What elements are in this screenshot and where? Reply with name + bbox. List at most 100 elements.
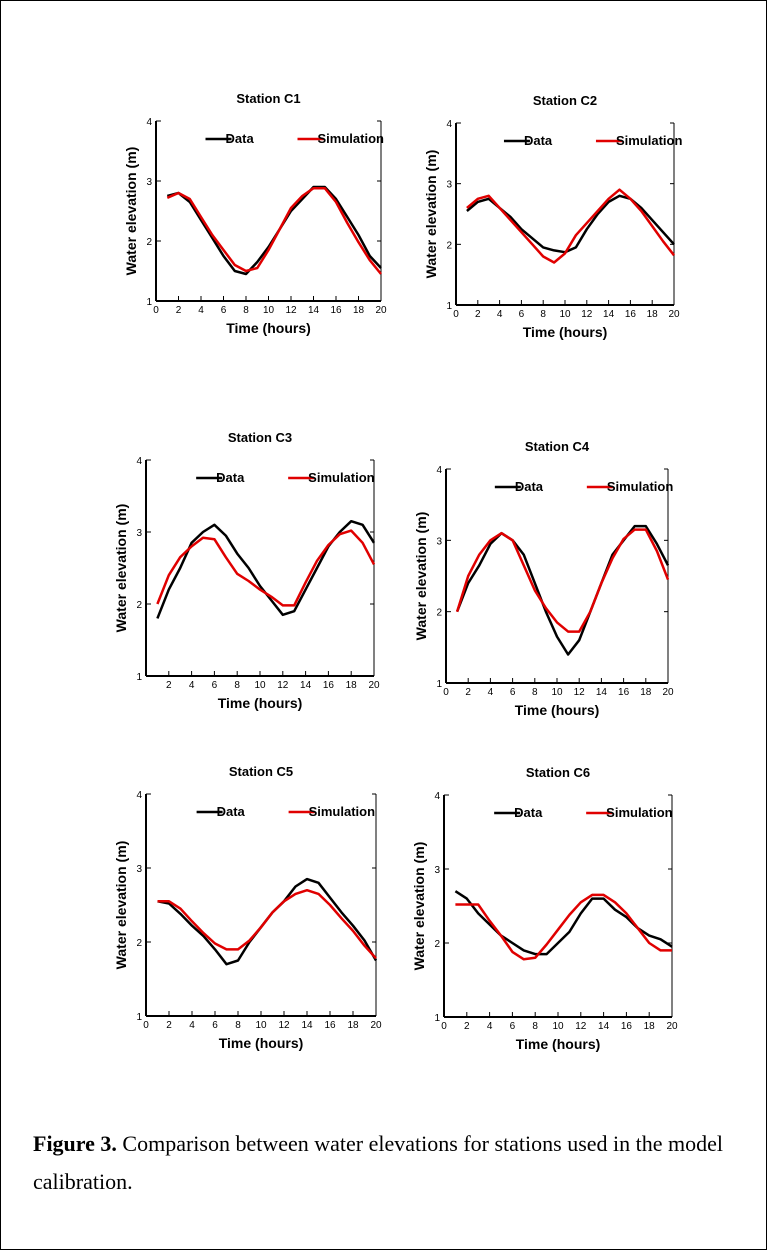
y-tick-label: 4 [146, 117, 152, 128]
series-line-simulation [166, 186, 382, 275]
x-tick-label: 20 [662, 687, 674, 698]
legend-label-simulation: Simulation [308, 470, 375, 485]
y-tick-label: 3 [434, 865, 440, 876]
y-tick-label: 1 [136, 672, 142, 683]
chart-title: Station C2 [533, 93, 597, 108]
x-tick-label: 8 [234, 680, 240, 691]
y-tick-label: 3 [436, 536, 442, 547]
x-tick-label: 0 [441, 1021, 447, 1032]
legend-label-simulation: Simulation [616, 133, 683, 148]
chart-title: Station C6 [526, 765, 590, 780]
x-tick-label: 10 [559, 309, 571, 320]
x-tick-label: 4 [497, 309, 503, 320]
x-tick-label: 6 [212, 1020, 218, 1031]
legend-label-data: Data [216, 470, 245, 485]
x-tick-label: 12 [285, 305, 297, 316]
x-tick-label: 4 [488, 687, 494, 698]
x-tick-label: 18 [346, 680, 358, 691]
x-tick-label: 16 [323, 680, 335, 691]
x-axis-label: Time (hours) [218, 695, 303, 711]
y-tick-label: 3 [446, 180, 452, 191]
x-tick-label: 12 [278, 1020, 290, 1031]
y-tick-label: 2 [446, 240, 452, 251]
x-tick-label: 18 [640, 687, 652, 698]
x-tick-label: 20 [668, 309, 680, 320]
x-tick-label: 4 [189, 1020, 195, 1031]
series-line-data [156, 519, 376, 619]
y-tick-label: 3 [136, 528, 142, 539]
x-tick-label: 6 [510, 687, 516, 698]
y-tick-label: 4 [136, 790, 142, 801]
series-line-data [166, 185, 382, 276]
y-tick-label: 4 [436, 465, 442, 476]
x-tick-label: 0 [443, 687, 449, 698]
x-tick-label: 8 [235, 1020, 241, 1031]
x-tick-label: 2 [166, 680, 172, 691]
x-tick-label: 6 [510, 1021, 516, 1032]
x-tick-label: 8 [243, 305, 249, 316]
y-tick-label: 2 [146, 237, 152, 248]
x-tick-label: 18 [647, 309, 659, 320]
legend-label-simulation: Simulation [607, 479, 674, 494]
y-axis-label: Water elevation (m) [123, 147, 139, 276]
figure-caption: Figure 3. Comparison between water eleva… [33, 1125, 753, 1201]
y-tick-label: 3 [136, 864, 142, 875]
x-tick-label: 2 [176, 305, 182, 316]
x-tick-label: 0 [143, 1020, 149, 1031]
series-line-simulation [455, 528, 670, 633]
y-tick-label: 1 [446, 301, 452, 312]
x-tick-label: 12 [575, 1021, 587, 1032]
y-tick-label: 1 [136, 1012, 142, 1023]
chart-title: Station C4 [525, 439, 590, 454]
y-tick-label: 1 [146, 297, 152, 308]
legend-label-data: Data [524, 133, 553, 148]
chart-title: Station C3 [228, 430, 292, 445]
x-tick-label: 4 [198, 305, 204, 316]
x-tick-label: 10 [263, 305, 275, 316]
series-line-simulation [156, 529, 376, 607]
caption-label: Figure 3. [33, 1131, 117, 1156]
x-tick-label: 14 [603, 309, 615, 320]
x-tick-label: 16 [324, 1020, 336, 1031]
x-tick-label: 0 [153, 305, 159, 316]
x-tick-label: 2 [464, 1021, 470, 1032]
series-line-simulation [466, 188, 675, 264]
x-tick-label: 8 [532, 1021, 538, 1032]
x-tick-label: 12 [581, 309, 593, 320]
legend-label-simulation: Simulation [318, 131, 385, 146]
y-tick-label: 4 [434, 791, 440, 802]
x-tick-label: 2 [475, 309, 481, 320]
y-tick-label: 2 [434, 939, 440, 950]
x-tick-label: 14 [596, 687, 608, 698]
x-tick-label: 0 [453, 309, 459, 320]
y-tick-label: 2 [436, 608, 442, 619]
caption-text: Comparison between water elevations for … [33, 1131, 723, 1194]
series-line-simulation [157, 888, 377, 960]
x-tick-label: 14 [301, 1020, 313, 1031]
x-tick-label: 10 [552, 1021, 564, 1032]
legend-label-data: Data [217, 804, 246, 819]
x-tick-label: 2 [166, 1020, 172, 1031]
y-tick-label: 2 [136, 938, 142, 949]
series-line-simulation [455, 893, 672, 961]
y-tick-label: 2 [136, 600, 142, 611]
legend-label-data: Data [515, 479, 544, 494]
chart-title: Station C1 [236, 91, 300, 106]
x-tick-label: 20 [368, 680, 380, 691]
x-axis-label: Time (hours) [516, 1036, 601, 1052]
x-tick-label: 10 [551, 687, 563, 698]
x-tick-label: 16 [618, 687, 630, 698]
x-tick-label: 4 [487, 1021, 493, 1032]
x-tick-label: 20 [370, 1020, 382, 1031]
x-tick-label: 2 [465, 687, 471, 698]
x-axis-label: Time (hours) [523, 324, 608, 340]
x-tick-label: 4 [189, 680, 195, 691]
x-tick-label: 6 [221, 305, 227, 316]
x-tick-label: 12 [277, 680, 289, 691]
x-tick-label: 14 [300, 680, 312, 691]
